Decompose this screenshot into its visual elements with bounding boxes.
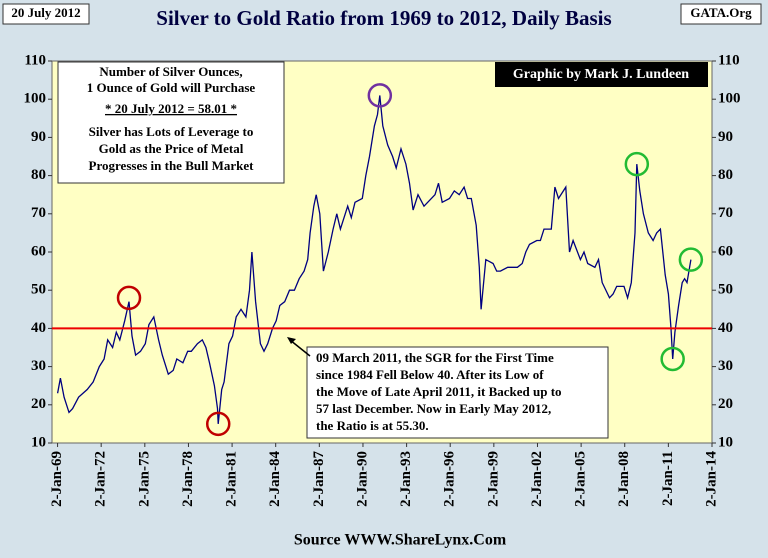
x-tick-label: 2-Jan-14 <box>703 451 719 507</box>
info-line: Progresses in the Bull Market <box>89 158 255 173</box>
y2-tick-label: 30 <box>718 358 733 374</box>
highlight-circle <box>624 151 650 177</box>
y2-tick-label: 40 <box>718 320 733 336</box>
x-tick-label: 2-Jan-05 <box>573 451 589 507</box>
x-tick-label: 2-Jan-69 <box>49 451 65 507</box>
x-tick-label: 2-Jan-75 <box>136 451 152 507</box>
highlight-circle <box>205 411 231 437</box>
info-line: Silver has Lots of Leverage to <box>89 124 254 139</box>
x-tick-label: 2-Jan-72 <box>93 451 109 507</box>
highlight-circle <box>116 285 142 311</box>
note-arrow <box>289 339 311 357</box>
y-tick-label: 30 <box>31 358 46 374</box>
x-tick-label: 2-Jan-78 <box>180 451 196 507</box>
y-tick-label: 100 <box>24 91 47 107</box>
plot: 10 20 30 40 50 60 70 80 90 100 110 10 20 30 40 50 60 70 80… <box>24 52 741 506</box>
y-tick-label: 60 <box>31 243 46 259</box>
info-line: Number of Silver Ounces, <box>99 64 242 79</box>
x-tick-label: 2-Jan-96 <box>442 451 458 507</box>
info-line: 1 Ounce of Gold will Purchase <box>87 80 256 95</box>
y2-tick-label: 10 <box>718 434 733 450</box>
credit-box <box>495 62 708 87</box>
note-line: 57 last December. Now in Early May 2012, <box>316 401 551 416</box>
info-line: Gold as the Price of Metal <box>99 141 244 156</box>
x-tick-label: 2-Jan-02 <box>529 451 545 507</box>
note-line: since 1984 Fell Below 40. After its Low … <box>316 367 544 382</box>
y-tick-label: 70 <box>31 205 46 221</box>
y2-tick-label: 60 <box>718 243 733 259</box>
x-tick-label: 2-Jan-81 <box>224 451 240 507</box>
y2-tick-label: 50 <box>718 282 733 298</box>
note-line: the Move of Late April 2011, it Backed u… <box>316 384 562 399</box>
y-tick-label: 50 <box>31 282 46 298</box>
x-tick-label: 2-Jan-87 <box>311 451 327 507</box>
y2-tick-label: 110 <box>718 52 740 68</box>
x-tick-label: 2-Jan-84 <box>267 451 283 507</box>
note-line: 09 March 2011, the SGR for the First Tim… <box>316 350 554 365</box>
credit: Graphic by Mark J. Lundeen <box>513 67 689 82</box>
y-tick-label: 80 <box>31 167 46 183</box>
source: Source WWW.ShareLynx.Com <box>294 532 507 549</box>
y2-tick-label: 100 <box>718 91 741 107</box>
x-tick-label: 2-Jan-99 <box>485 451 501 507</box>
info-box <box>57 61 285 184</box>
ratio-line <box>56 95 692 424</box>
chart-title: Silver to Gold Ratio from 1969 to 2012, … <box>156 6 611 30</box>
y2-tick-label: 90 <box>718 129 733 145</box>
date-label: 20 July 2012 <box>11 5 80 20</box>
x-tick-label: 2-Jan-08 <box>616 451 632 507</box>
y2-tick-label: 80 <box>718 167 733 183</box>
note-arrowhead <box>287 337 296 344</box>
y2-tick-label: 70 <box>718 205 733 221</box>
highlight-circle <box>678 247 704 272</box>
site-box <box>680 3 762 25</box>
y-tick-label: 20 <box>31 396 46 412</box>
y-tick-label: 90 <box>31 129 46 145</box>
info-line: * 20 July 2012 = 58.01 * <box>105 101 237 116</box>
note-box <box>306 346 609 439</box>
y-tick-label: 40 <box>31 320 46 336</box>
y2-tick-label: 20 <box>718 396 733 412</box>
highlight-circle <box>367 83 393 108</box>
y-tick-label: 110 <box>24 52 46 68</box>
highlight-circle <box>660 346 685 372</box>
x-tick-label: 2-Jan-11 <box>660 451 676 506</box>
note-line: the Ratio is at 55.30. <box>316 418 429 433</box>
x-tick-label: 2-Jan-90 <box>354 451 370 507</box>
site-label: GATA.Org <box>690 5 752 20</box>
y-tick-label: 10 <box>31 434 46 450</box>
overlay: Graphic by Mark J. Lundeen Number of Sil… <box>57 61 708 439</box>
x-tick-label: 2-Jan-93 <box>398 451 414 507</box>
date-box <box>2 3 90 25</box>
